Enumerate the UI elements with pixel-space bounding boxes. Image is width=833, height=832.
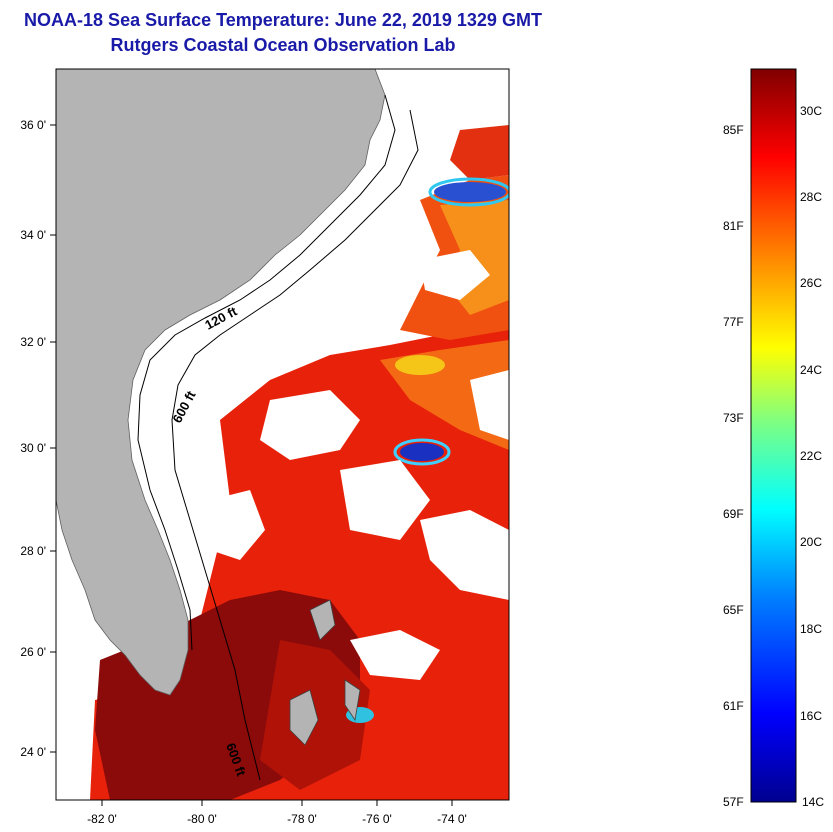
cold-patch-north [434, 182, 506, 202]
colorbar-gradient [750, 68, 797, 803]
map-title: NOAA-18 Sea Surface Temperature: June 22… [24, 10, 542, 30]
lon-tick-82: -82 0' [87, 812, 117, 826]
lat-tick-24: 24 0' [20, 745, 46, 759]
cloud-patch-5 [350, 630, 440, 680]
island-andros [289, 689, 319, 746]
cb-f-85: 85F [723, 123, 744, 137]
lat-tick-30: 30 0' [20, 441, 46, 455]
cb-c-14: 14C [802, 795, 825, 809]
cb-f-73: 73F [723, 411, 744, 425]
cold-patch-mid-rim [393, 438, 451, 466]
cb-c-18: 18C [800, 622, 823, 636]
cb-c-26: 26C [800, 276, 823, 290]
colorbar [750, 68, 797, 803]
cb-c-28: 28C [800, 190, 823, 204]
cb-f-81: 81F [723, 219, 744, 233]
cb-f-57: 57F [723, 795, 744, 809]
axis-ticks [50, 124, 453, 806]
lon-tick-80: -80 0' [187, 812, 217, 826]
cb-c-22: 22C [800, 449, 823, 463]
cloud-patch-1 [260, 390, 360, 460]
cb-f-77: 77F [723, 315, 744, 329]
cb-c-30: 30C [800, 104, 823, 118]
lon-tick-78: -78 0' [287, 812, 317, 826]
lat-tick-32: 32 0' [20, 335, 46, 349]
yellow-patch [395, 355, 445, 375]
cloud-patch-6 [420, 250, 490, 300]
cloud-patch-7 [470, 370, 509, 440]
map-subtitle: Rutgers Coastal Ocean Observation Lab [110, 35, 456, 55]
lat-tick-36: 36 0' [20, 118, 46, 132]
cloud-patch-4 [420, 510, 509, 600]
lon-tick-74: -74 0' [437, 812, 467, 826]
contour-600ft [171, 109, 419, 781]
cold-patch-north-rim [428, 177, 509, 207]
lat-tick-28: 28 0' [20, 544, 46, 558]
contour-120ft [137, 94, 396, 651]
cb-c-20: 20C [800, 535, 823, 549]
land-mainland [56, 69, 386, 696]
cloud-patch-2 [340, 460, 430, 540]
cb-f-65: 65F [723, 603, 744, 617]
cloud-patch-3 [210, 490, 265, 560]
lat-tick-34: 34 0' [20, 228, 46, 242]
map-frame [55, 68, 510, 801]
cold-patch-mid [400, 443, 444, 461]
cb-f-69: 69F [723, 507, 744, 521]
island-eleuthera [344, 679, 361, 722]
island-abaco [309, 599, 336, 641]
cb-c-24: 24C [800, 363, 823, 377]
cb-c-16: 16C [800, 709, 823, 723]
lat-tick-26: 26 0' [20, 645, 46, 659]
upper-edge-warm [450, 125, 509, 180]
lon-tick-76: -76 0' [362, 812, 392, 826]
cb-f-61: 61F [723, 699, 744, 713]
